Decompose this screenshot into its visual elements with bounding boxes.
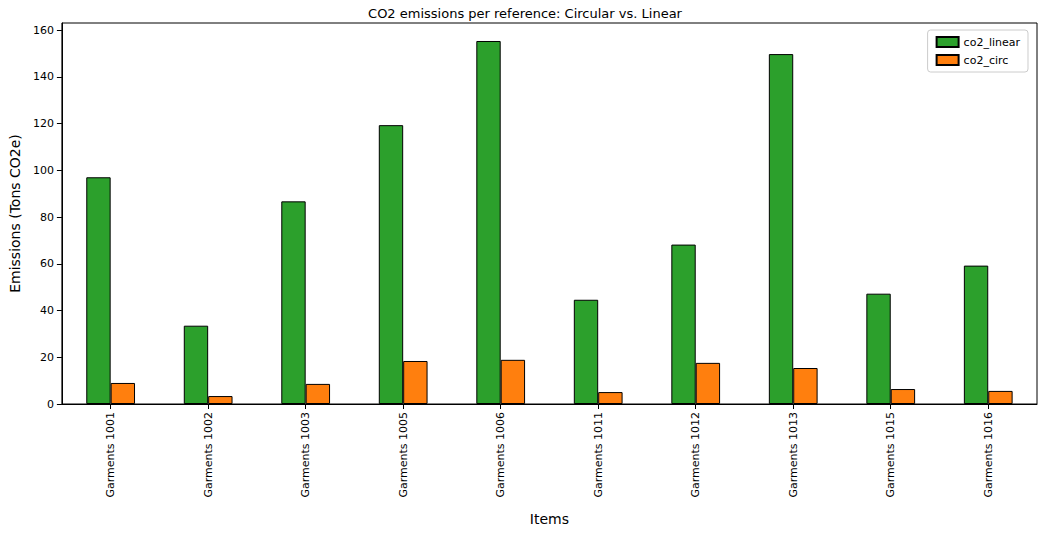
svg-text:Garments 1016: Garments 1016 — [982, 412, 995, 498]
svg-text:Garments 1005: Garments 1005 — [397, 412, 410, 498]
svg-text:Garments 1002: Garments 1002 — [202, 412, 215, 498]
svg-text:Garments 1003: Garments 1003 — [299, 412, 312, 498]
svg-text:40: 40 — [40, 304, 54, 317]
svg-text:80: 80 — [40, 211, 54, 224]
svg-text:20: 20 — [40, 351, 54, 364]
svg-text:co2_linear: co2_linear — [964, 36, 1021, 49]
svg-text:160: 160 — [33, 24, 54, 37]
svg-text:0: 0 — [47, 398, 54, 411]
svg-text:CO2 emissions per reference: C: CO2 emissions per reference: Circular vs… — [368, 6, 683, 21]
svg-text:140: 140 — [33, 70, 54, 83]
svg-text:Garments 1013: Garments 1013 — [787, 412, 800, 498]
svg-text:120: 120 — [33, 117, 54, 130]
svg-text:Emissions (Tons CO2e): Emissions (Tons CO2e) — [7, 134, 23, 293]
svg-text:Items: Items — [530, 511, 569, 527]
svg-text:100: 100 — [33, 164, 54, 177]
svg-text:60: 60 — [40, 257, 54, 270]
svg-text:Garments 1006: Garments 1006 — [494, 412, 507, 498]
svg-text:Garments 1011: Garments 1011 — [592, 412, 605, 498]
svg-text:Garments 1015: Garments 1015 — [884, 412, 897, 498]
svg-text:co2_circ: co2_circ — [964, 54, 1009, 67]
svg-text:Garments 1012: Garments 1012 — [689, 412, 702, 498]
svg-text:Garments 1001: Garments 1001 — [104, 412, 117, 498]
